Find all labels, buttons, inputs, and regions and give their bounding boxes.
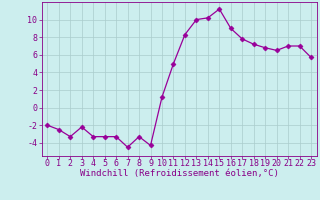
X-axis label: Windchill (Refroidissement éolien,°C): Windchill (Refroidissement éolien,°C) — [80, 169, 279, 178]
